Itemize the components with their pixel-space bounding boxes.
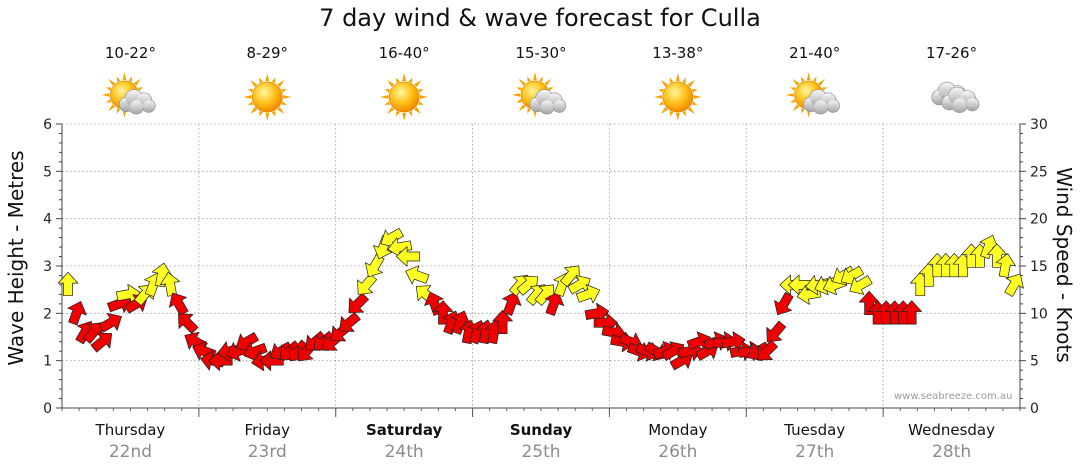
wind-arrow: [90, 332, 113, 353]
right-tick-label: 10: [1030, 306, 1048, 322]
day-name: Thursday: [95, 421, 166, 439]
right-tick-label: 5: [1030, 354, 1039, 370]
temperature-range: 10-22°: [104, 44, 156, 62]
day-name: Monday: [648, 421, 708, 439]
wind-arrow: [151, 262, 173, 288]
wind-arrow: [168, 292, 189, 316]
wind-arrow: [387, 237, 413, 258]
wind-arrow: [339, 312, 361, 332]
chart-grid: [62, 123, 1020, 408]
day-date: 23rd: [247, 442, 287, 462]
left-tick-label: 2: [43, 306, 52, 322]
left-tick-label: 6: [43, 117, 52, 133]
wind-arrow: [395, 246, 421, 267]
wind-arrow: [787, 274, 813, 296]
wind-arrow: [516, 275, 539, 296]
right-tick-label: 20: [1030, 212, 1048, 228]
left-tick-label: 3: [43, 259, 52, 275]
temperature-range: 17-26°: [926, 44, 978, 62]
wind-arrow: [57, 271, 79, 297]
sun-cloud-icon: [512, 72, 567, 118]
wind-arrow: [159, 272, 181, 297]
wind-arrow: [492, 309, 513, 334]
wind-arrow: [405, 265, 430, 285]
day-date: 24th: [384, 442, 424, 462]
day-name: Saturday: [365, 421, 443, 439]
day-date: 28th: [932, 442, 972, 462]
left-tick-label: 4: [43, 212, 52, 228]
right-tick-label: 15: [1030, 259, 1048, 275]
wind-arrow: [560, 265, 580, 288]
day-name: Tuesday: [784, 421, 846, 439]
day-date: 27th: [795, 442, 835, 462]
left-tick-label: 1: [43, 354, 52, 370]
credit-text: www.seabreeze.com.au: [894, 391, 1013, 402]
sun-cloud-icon: [785, 72, 840, 118]
wind-arrow: [364, 254, 385, 278]
wind-arrow: [584, 302, 610, 324]
wind-arrow: [502, 291, 522, 316]
day-name: Friday: [244, 421, 291, 439]
wind-arrow: [901, 300, 922, 325]
sun-icon: [653, 73, 702, 121]
cloud-icon: [931, 81, 980, 113]
wind-arrow: [721, 331, 746, 352]
temperature-range: 13-38°: [652, 44, 704, 62]
temperature-range: 8-29°: [246, 44, 289, 62]
wind-arrow: [544, 291, 565, 316]
wind-arrow: [774, 291, 794, 316]
day-name: Sunday: [509, 421, 573, 439]
chart-axes: 0 1 2 3 4 5 6 0 5 10 15 20 25 30: [43, 117, 1048, 417]
wind-arrow: [98, 312, 122, 333]
wind-arrow: [178, 313, 199, 334]
sun-icon: [380, 73, 429, 121]
day-date: 25th: [521, 442, 561, 462]
wind-arrow: [1004, 273, 1024, 297]
wind-arrow: [243, 342, 268, 362]
wind-arrows: [57, 227, 1024, 372]
day-name: Wednesday: [908, 421, 995, 439]
temperature-range: 15-30°: [515, 44, 567, 62]
sun-icon: [243, 73, 292, 121]
wind-arrow: [979, 234, 999, 260]
chart-title: 7 day wind & wave forecast for Culla: [319, 4, 761, 32]
day-date: 26th: [658, 442, 698, 462]
temperature-range: 16-40°: [378, 44, 430, 62]
wind-arrow: [849, 275, 873, 295]
wind-arrow: [995, 253, 1016, 278]
wind-arrow: [575, 284, 601, 304]
weather-icons: [101, 72, 980, 121]
sun-cloud-icon: [101, 72, 156, 118]
temperature-range: 21-40°: [789, 44, 841, 62]
wind-arrow: [67, 301, 87, 326]
right-tick-label: 25: [1030, 164, 1048, 180]
wind-arrow: [534, 284, 555, 306]
right-tick-label: 30: [1030, 117, 1048, 133]
left-tick-label: 0: [43, 401, 52, 417]
wind-arrow: [766, 320, 787, 343]
wind-arrow: [450, 310, 471, 335]
day-date: 22nd: [108, 442, 153, 462]
right-tick-label: 0: [1030, 401, 1039, 417]
left-tick-label: 5: [43, 164, 52, 180]
